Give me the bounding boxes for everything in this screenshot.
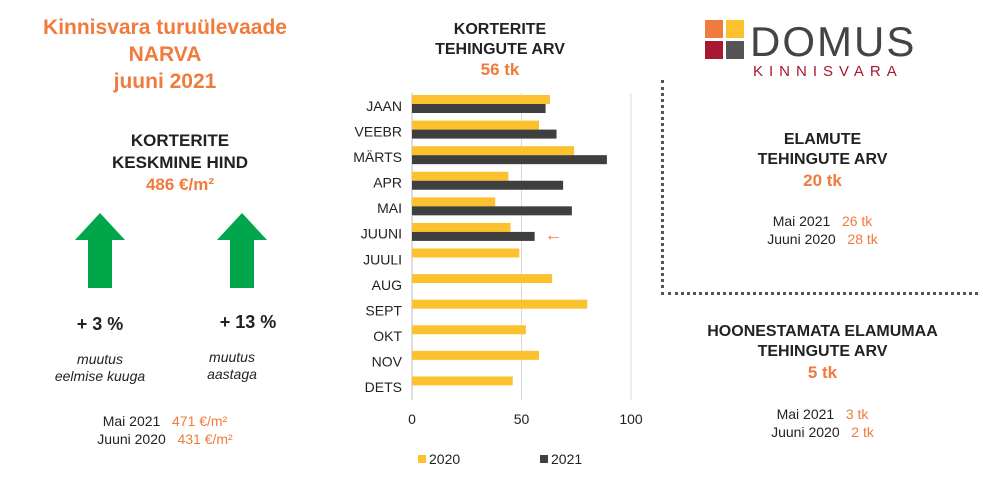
monthly-change-desc: muutus eelmise kuuga: [35, 351, 165, 385]
bar-2021-mai: [412, 206, 572, 216]
land-history-row: Mai 2021 3 tk: [665, 405, 980, 423]
category-label: AUG: [372, 277, 402, 293]
legend-label-2021: 2021: [551, 451, 582, 467]
bar-2020-dets: [412, 376, 513, 386]
land-value: 5 tk: [807, 363, 838, 382]
domus-logo: DOMUS KINNISVARA: [705, 18, 916, 80]
category-label: JUULI: [363, 251, 402, 267]
category-label: DETS: [365, 379, 402, 395]
category-label: JUUNI: [361, 226, 402, 242]
monthly-change-value: + 3 %: [76, 314, 124, 334]
arrow-up-icon-yearly: [217, 213, 267, 288]
chart-title: KORTERITE TEHINGUTE ARV 56 tk: [380, 20, 620, 80]
category-label: VEEBR: [355, 123, 402, 139]
legend-swatch-2021: [540, 455, 548, 463]
apartment-price-label-line1: KORTERITE: [130, 131, 230, 150]
logo-square-red: [705, 41, 723, 59]
bar-2020-apr: [412, 171, 509, 181]
legend-swatch-2020: [418, 455, 426, 463]
logo-sub: KINNISVARA: [753, 63, 903, 80]
yearly-change-desc: muutus aastaga: [167, 349, 297, 383]
price-history-row: Juuni 2020 431 €/m²: [0, 430, 330, 448]
bar-2020-nov: [412, 350, 540, 360]
land-history-value: 3 tk: [845, 406, 869, 422]
category-label: MÄRTS: [353, 149, 402, 165]
divider-horizontal: [668, 292, 978, 295]
chart-title-line2: TEHINGUTE ARV: [435, 41, 565, 58]
price-history-value: 471 €/m²: [172, 413, 228, 429]
apartment-price-label-line2: KESKMINE HIND: [111, 153, 248, 172]
houses-history-row: Mai 2021 26 tk: [665, 212, 980, 230]
monthly-change-desc-line2: eelmise kuuga: [54, 368, 146, 384]
bar-2020-märts: [412, 146, 575, 156]
price-history: Mai 2021 471 €/m² Juuni 2020 431 €/m²: [0, 412, 330, 448]
logo-square-yellow: [726, 20, 744, 38]
houses-value: 20 tk: [803, 171, 842, 190]
page-title: Kinnisvara turuülevaade NARVA juuni 2021: [0, 14, 330, 95]
apartment-price-value: 486 €/m²: [145, 175, 215, 194]
bar-2020-mai: [412, 197, 496, 207]
category-label: OKT: [373, 328, 402, 344]
logo-square-grey: [726, 41, 744, 59]
bar-2020-juuni: [412, 222, 511, 232]
land-title-line1: HOONESTAMATA ELAMUMAA: [707, 323, 938, 340]
monthly-change-desc-line1: muutus: [77, 351, 123, 367]
houses-title-line1: ELAMUTE: [783, 131, 862, 148]
x-tick-label: 0: [408, 411, 416, 427]
bar-2020-jaan: [412, 95, 550, 104]
houses-history-label: Mai 2021: [772, 213, 831, 229]
land-history-row: Juuni 2020 2 tk: [665, 423, 980, 441]
houses-history-label: Juuni 2020: [767, 231, 836, 247]
arrow-up-icon-monthly: [75, 213, 125, 288]
page-title-line2: NARVA: [128, 43, 202, 66]
bar-2020-juuli: [412, 248, 520, 258]
bar-2020-veebr: [412, 120, 540, 130]
x-tick-label: 50: [514, 411, 530, 427]
page-title-line3: juuni 2021: [113, 70, 217, 93]
annotation-arrow-icon: ←: [545, 225, 563, 245]
houses-history-row: Juuni 2020 28 tk: [665, 230, 980, 248]
apartment-price-block: KORTERITE KESKMINE HIND 486 €/m²: [50, 130, 310, 196]
houses-history: Mai 2021 26 tk Juuni 2020 28 tk: [665, 212, 980, 248]
logo-name: DOMUS: [750, 18, 916, 65]
chart-title-line1: KORTERITE: [453, 21, 547, 38]
yearly-change-value: + 13 %: [219, 312, 277, 332]
category-label: APR: [373, 175, 402, 191]
houses-title-line2: TEHINGUTE ARV: [757, 151, 888, 168]
houses-block: ELAMUTE TEHINGUTE ARV 20 tk Mai 2021 26 …: [665, 130, 980, 248]
land-history-value: 2 tk: [851, 424, 874, 440]
divider-vertical: [661, 80, 664, 295]
x-tick-label: 100: [619, 411, 643, 427]
price-history-label: Juuni 2020: [97, 431, 166, 447]
price-history-value: 431 €/m²: [177, 431, 233, 447]
land-block: HOONESTAMATA ELAMUMAA TEHINGUTE ARV 5 tk…: [665, 322, 980, 441]
category-label: JAAN: [366, 98, 402, 114]
category-label: MAI: [377, 200, 402, 216]
houses-history-value: 28 tk: [847, 231, 878, 247]
bar-2021-märts: [412, 155, 607, 165]
land-history: Mai 2021 3 tk Juuni 2020 2 tk: [665, 405, 980, 441]
bar-2021-juuni: [412, 231, 535, 241]
houses-history-value: 26 tk: [841, 213, 873, 229]
bar-2021-veebr: [412, 129, 557, 139]
land-history-label: Juuni 2020: [771, 424, 840, 440]
price-history-row: Mai 2021 471 €/m²: [0, 412, 330, 430]
price-history-label: Mai 2021: [102, 413, 161, 429]
yearly-change-desc-line1: muutus: [209, 349, 255, 365]
land-history-label: Mai 2021: [776, 406, 835, 422]
apartment-transactions-chart: JAAN VEEBR MÄRTS APR MAI JUUNI JUULI AUG SEPT OKT…: [353, 93, 643, 467]
category-label: SEPT: [365, 302, 402, 318]
land-title-line2: TEHINGUTE ARV: [757, 343, 888, 360]
bar-2020-aug: [412, 274, 553, 284]
yearly-change-desc-line2: aastaga: [207, 366, 257, 382]
bar-2021-apr: [412, 180, 564, 190]
page-title-line1: Kinnisvara turuülevaade: [43, 16, 287, 39]
category-label: NOV: [372, 354, 403, 370]
chart-title-value: 56 tk: [480, 60, 520, 79]
bar-2020-okt: [412, 325, 526, 335]
legend-label-2020: 2020: [429, 451, 460, 467]
bar-2020-sept: [412, 299, 588, 309]
bar-2021-jaan: [412, 104, 546, 113]
logo-square-orange: [705, 20, 723, 38]
